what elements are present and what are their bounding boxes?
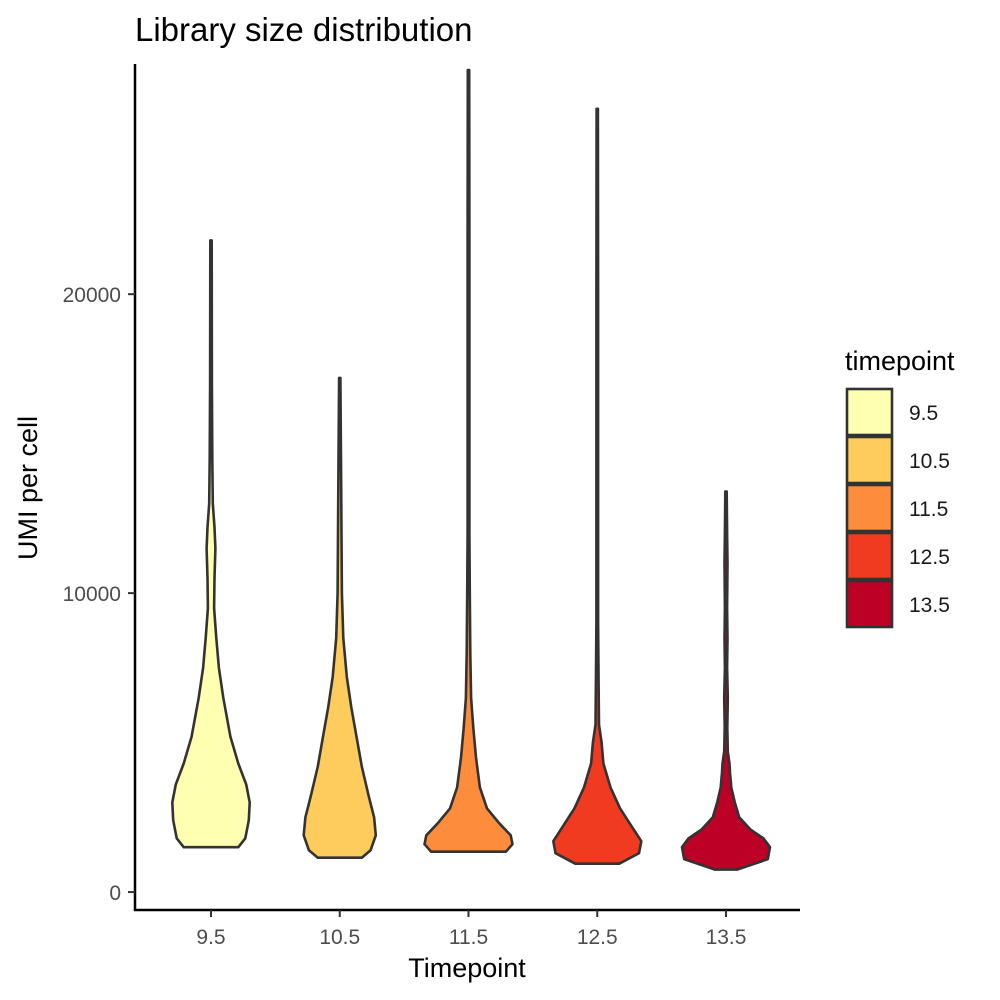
- legend-label: 11.5: [909, 498, 948, 521]
- legend-label: 12.5: [909, 546, 950, 569]
- legend-key-13-5: [845, 579, 894, 629]
- legend-key-9-5: [845, 387, 894, 437]
- violin-group: [171, 68, 772, 871]
- legend: timepoint 9.5 10.5 11.5 12.5 13.5: [845, 346, 955, 629]
- y-tick-label: 0: [109, 882, 121, 905]
- legend-key-11-5: [845, 483, 894, 533]
- legend-items: 9.5 10.5 11.5 12.5 13.5: [845, 387, 950, 629]
- legend-label: 13.5: [909, 594, 950, 617]
- violin-12-5: [552, 107, 643, 865]
- y-tick-label: 20000: [63, 284, 121, 307]
- x-tick-label: 10.5: [319, 926, 360, 949]
- legend-key-12-5: [845, 531, 894, 581]
- y-tick-label: 10000: [63, 583, 121, 606]
- y-axis-ticks: 0 10000 20000: [63, 284, 135, 905]
- legend-title: timepoint: [845, 346, 955, 376]
- legend-label: 10.5: [909, 450, 950, 473]
- violin-11-5: [423, 68, 514, 853]
- legend-label: 9.5: [909, 402, 938, 425]
- chart-title: Library size distribution: [135, 11, 472, 48]
- x-tick-label: 9.5: [196, 926, 225, 949]
- violin-13-5: [680, 490, 772, 871]
- x-tick-label: 13.5: [706, 926, 747, 949]
- x-tick-label: 12.5: [577, 926, 618, 949]
- violin-10-5: [302, 376, 378, 859]
- violin-9-5: [171, 239, 251, 849]
- x-tick-label: 11.5: [449, 926, 488, 949]
- legend-key-10-5: [845, 435, 894, 485]
- y-axis-title: UMI per cell: [13, 416, 43, 560]
- x-axis-title: Timepoint: [408, 953, 526, 983]
- x-axis-ticks: 9.5 10.5 11.5 12.5 13.5: [196, 910, 746, 949]
